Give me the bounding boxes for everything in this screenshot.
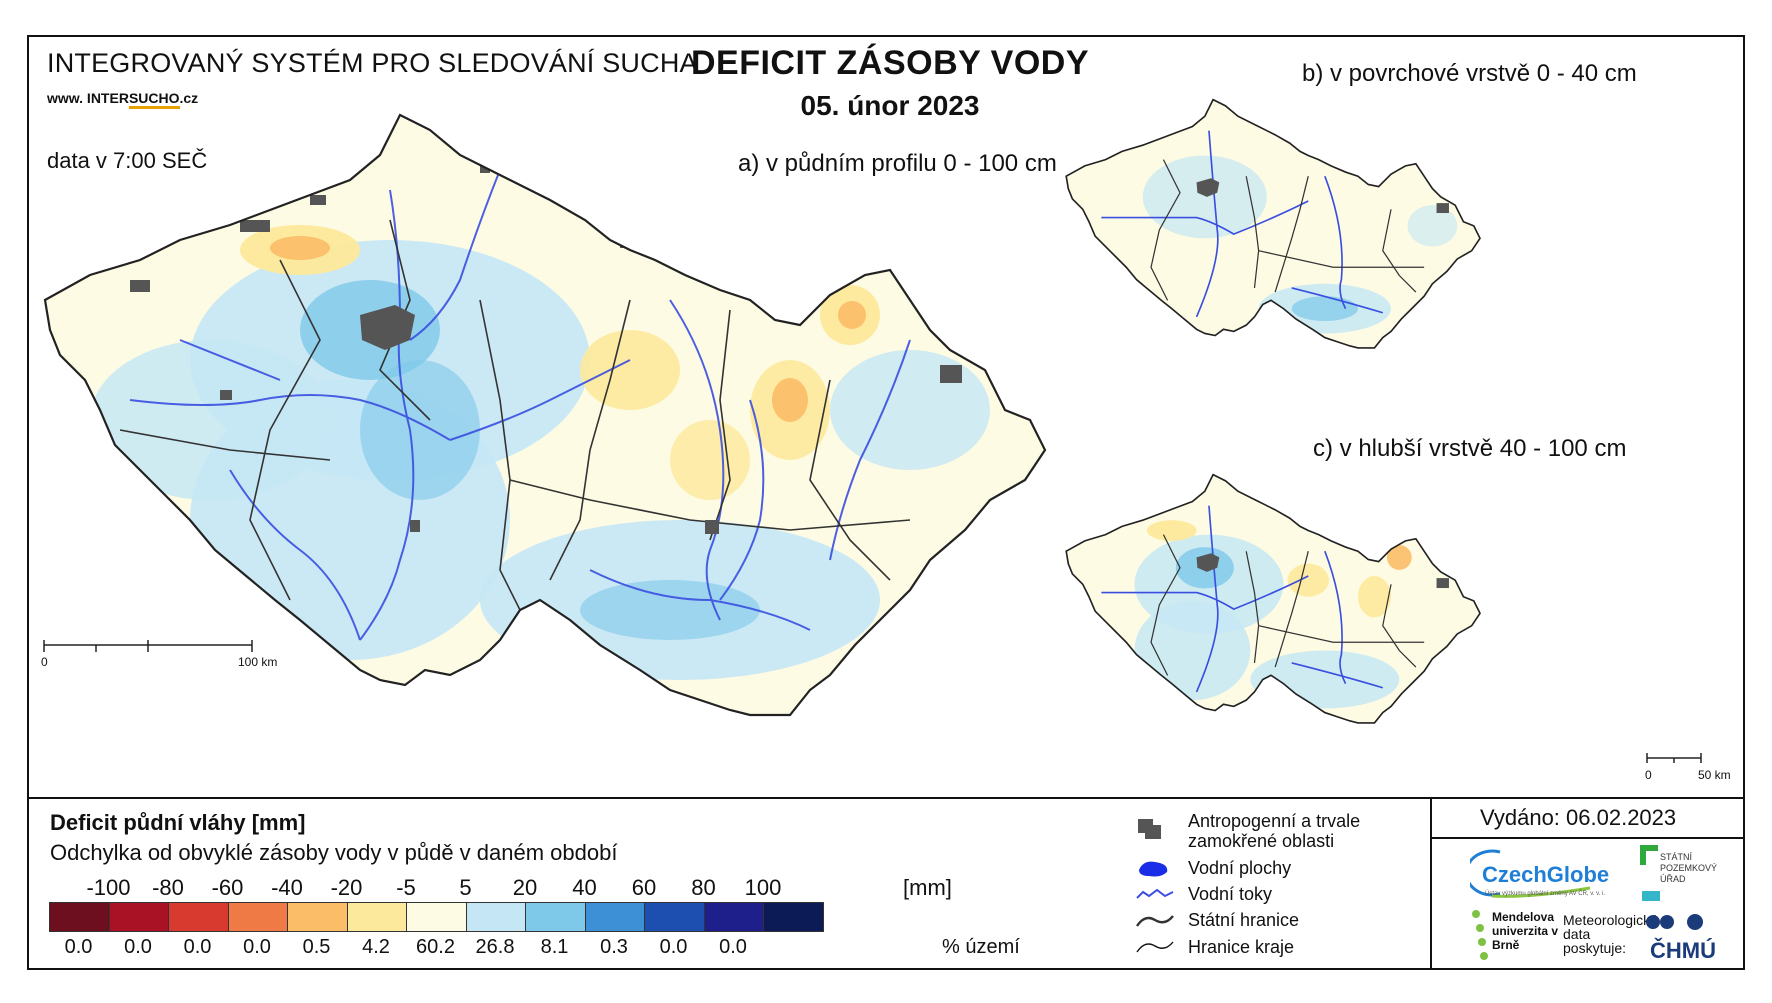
state-border-icon [1136, 915, 1174, 927]
website-prefix: www. INTER [47, 90, 129, 106]
website-link[interactable]: www. INTERSUCHO.cz [47, 90, 199, 109]
legend-swatch [406, 902, 467, 932]
legend-swatch [525, 902, 586, 932]
urban-area-icon [1138, 819, 1161, 839]
legend-swatch [346, 902, 407, 932]
issued-date: Vydáno: 06.02.2023 [1480, 805, 1677, 830]
legend-unit: [mm] [903, 875, 952, 900]
legend-tick: -80 [152, 875, 184, 900]
legend-percent: 0.0 [659, 936, 688, 958]
panel-b-label: b) v povrchové vrstvě 0 - 40 cm [1302, 60, 1637, 87]
legend-percent: 0.3 [600, 936, 628, 958]
map-panel-c [1065, 473, 1481, 724]
legend-percent: 0.0 [183, 936, 212, 958]
map-main [43, 113, 1047, 717]
spu-name: STÁTNÍ POZEMKOVÝ ÚŘAD [1660, 852, 1718, 884]
legend-swatch [763, 902, 824, 932]
website-highlight: SUCHO [128, 90, 180, 109]
water-body-icon [1139, 861, 1168, 877]
legend-tick: 100 [744, 875, 782, 900]
panel-a-label: a) v půdním profilu 0 - 100 cm [738, 150, 1057, 177]
legend-swatch [703, 902, 764, 932]
legend-rivers: Vodní toky [1188, 884, 1273, 904]
mendel-logo-icon [1472, 910, 1488, 960]
legend-urban: Antropogenní a trvale zamokřené oblasti [1188, 811, 1361, 851]
mendel-name: Mendelova univerzita v Brně [1492, 910, 1559, 952]
czechglobe-name: CzechGlobe [1482, 862, 1610, 887]
legend-percent: 0.0 [719, 936, 747, 958]
legend-percent: 8.1 [540, 936, 569, 958]
website-suffix: .cz [179, 90, 199, 106]
legend-tick: -5 [396, 875, 416, 900]
legend-swatch [168, 902, 229, 932]
scale-main-start: 0 [41, 655, 48, 669]
legend-area-label: % území [942, 936, 1020, 958]
legend-swatch [287, 902, 348, 932]
legend-swatch [644, 902, 705, 932]
czechglobe-logo-icon [1470, 849, 1591, 898]
legend-divider [27, 797, 1745, 799]
meteo-provider-text: Meteorologická data poskytuje: [1563, 912, 1658, 956]
legend-title: Deficit půdní vláhy [mm] [50, 810, 306, 835]
legend-percent: 4.2 [362, 936, 390, 958]
legend-tick: -20 [330, 875, 363, 900]
region-border-icon [1136, 941, 1174, 953]
legend-percent: 60.2 [416, 936, 455, 958]
map-title: DEFICIT ZÁSOBY VODY [690, 44, 1090, 82]
system-title: INTEGROVANÝ SYSTÉM PRO SLEDOVÁNÍ SUCHA [47, 48, 698, 78]
map-panel-b [1065, 98, 1481, 349]
panel-c-label: c) v hlubší vrstvě 40 - 100 cm [1313, 435, 1627, 462]
legend-swatch [227, 902, 288, 932]
legend-tick: 40 [572, 875, 597, 900]
spu-logo-icon [1640, 845, 1660, 901]
legend-tick: -100 [86, 875, 131, 900]
legend-percent: 0.0 [243, 936, 271, 958]
legend-state-border: Státní hranice [1188, 910, 1300, 930]
legend-tick: 5 [459, 875, 472, 900]
legend-tick: 20 [512, 875, 538, 900]
issued-divider [1430, 837, 1745, 839]
legend-swatch [49, 902, 110, 932]
chmu-logo-icon [1646, 914, 1703, 930]
legend-tick: 80 [691, 875, 716, 900]
legend-swatch [584, 902, 645, 932]
scale-main-end: 100 km [238, 655, 278, 669]
legend-subtitle: Odchylka od obvyklé zásoby vody v půdě v… [50, 840, 618, 865]
legend-tick: 60 [631, 875, 657, 900]
legend-swatch [465, 902, 526, 932]
data-time: data v 7:00 SEČ [47, 148, 208, 173]
scale-small-end: 50 km [1698, 768, 1731, 782]
legend-percent: 0.5 [302, 936, 331, 958]
scale-small-start: 0 [1645, 768, 1652, 782]
legend-percent: 0.0 [64, 936, 93, 958]
czechglobe-subtitle: Ústav výzkumu globální změny AV ČR, v. v… [1485, 891, 1606, 897]
legend-swatch [108, 902, 169, 932]
map-date: 05. únor 2023 [800, 90, 980, 121]
legend-water: Vodní plochy [1188, 858, 1292, 878]
legend-tick: -60 [211, 875, 244, 900]
legend-percent: 0.0 [124, 936, 152, 958]
river-icon [1136, 888, 1174, 899]
legend-percent: 26.8 [475, 936, 515, 958]
chmu-name: ČHMÚ [1650, 938, 1716, 963]
footer-divider [1430, 797, 1432, 970]
legend-region-border: Hranice kraje [1188, 937, 1295, 957]
legend-tick: -40 [271, 875, 303, 900]
scale-small-bar [1646, 753, 1702, 763]
